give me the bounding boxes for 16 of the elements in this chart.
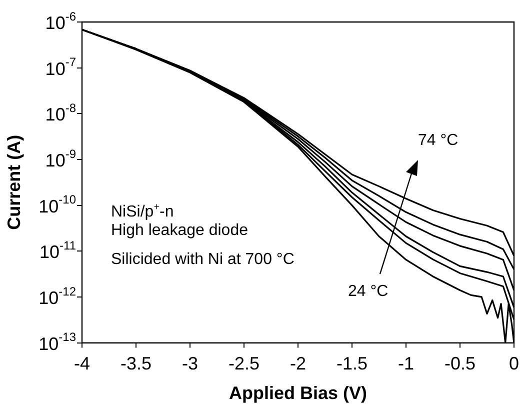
annotation: Silicided with Ni at 700 °C [111, 251, 294, 268]
x-tick-label: -1.5 [336, 354, 368, 374]
x-tick-label: 0 [508, 354, 519, 374]
x-tick-label: -0.5 [444, 354, 476, 374]
x-axis-title: Applied Bias (V) [228, 383, 368, 404]
annotation: NiSi/p$^{+}$-n [111, 202, 174, 220]
x-tick-label: -1 [398, 354, 414, 374]
x-tick-label: -3.5 [120, 354, 152, 374]
x-tick-label: -2 [290, 354, 306, 374]
x-tick-label: -4 [74, 354, 90, 374]
annotation: 24 °C [348, 283, 388, 300]
x-tick-label: -3 [182, 354, 198, 374]
x-tick-label: -2.5 [228, 354, 260, 374]
annotation: High leakage diode [111, 222, 248, 239]
annotation: 74 °C [418, 132, 458, 149]
y-axis-title: Current (A) [4, 134, 24, 230]
